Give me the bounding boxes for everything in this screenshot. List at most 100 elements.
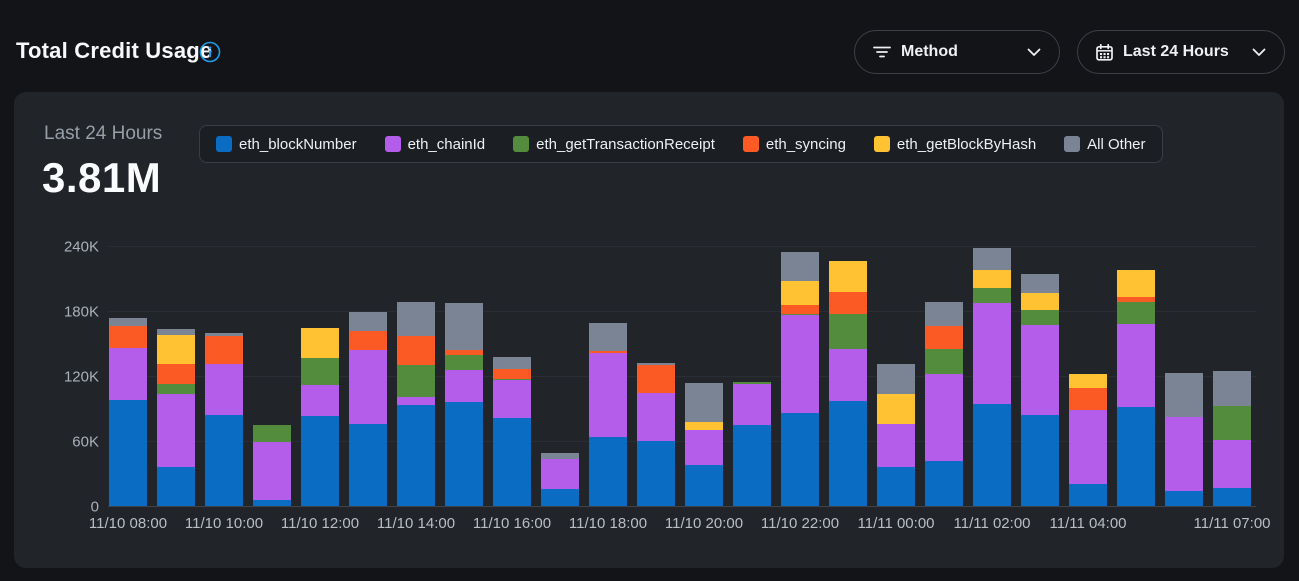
bar-segment-eth_chainId[interactable] bbox=[1021, 325, 1059, 415]
bar-segment-eth_blockNumber[interactable] bbox=[1213, 487, 1251, 506]
bar-segment-All Other[interactable] bbox=[445, 303, 483, 351]
bar-segment-eth_blockNumber[interactable] bbox=[301, 416, 339, 506]
bar-segment-eth_chainId[interactable] bbox=[925, 373, 963, 461]
bar-11-10-15-00[interactable] bbox=[445, 303, 483, 506]
bar-segment-All Other[interactable] bbox=[1021, 274, 1059, 293]
bar-segment-All Other[interactable] bbox=[349, 312, 387, 331]
bar-11-10-16-00[interactable] bbox=[493, 357, 531, 506]
legend-item-All Other[interactable]: All Other bbox=[1064, 136, 1146, 153]
bar-11-11-03-00[interactable] bbox=[1021, 274, 1059, 506]
bar-segment-All Other[interactable] bbox=[205, 332, 243, 336]
bar-segment-eth_syncing[interactable] bbox=[109, 326, 147, 348]
bar-segment-eth_blockNumber[interactable] bbox=[637, 441, 675, 506]
bar-segment-eth_getTransactionReceipt[interactable] bbox=[1213, 406, 1251, 440]
bar-segment-eth_chainId[interactable] bbox=[1213, 439, 1251, 488]
legend-item-eth_syncing[interactable]: eth_syncing bbox=[742, 136, 846, 153]
bar-segment-All Other[interactable] bbox=[685, 382, 723, 422]
time-range-dropdown[interactable]: Last 24 Hours bbox=[1077, 30, 1285, 74]
bar-11-11-06-00[interactable] bbox=[1165, 372, 1203, 506]
bar-segment-eth_getTransactionReceipt[interactable] bbox=[397, 365, 435, 397]
bar-segment-All Other[interactable] bbox=[877, 364, 915, 395]
info-icon[interactable] bbox=[199, 41, 221, 63]
bar-segment-eth_chainId[interactable] bbox=[349, 350, 387, 424]
bar-segment-eth_blockNumber[interactable] bbox=[205, 415, 243, 506]
bar-segment-All Other[interactable] bbox=[1165, 372, 1203, 418]
bar-segment-eth_syncing[interactable] bbox=[349, 330, 387, 351]
bar-segment-eth_chainId[interactable] bbox=[445, 369, 483, 402]
bar-segment-eth_getTransactionReceipt[interactable] bbox=[829, 314, 867, 349]
bar-segment-eth_chainId[interactable] bbox=[877, 423, 915, 467]
bar-11-11-05-00[interactable] bbox=[1117, 269, 1155, 506]
bar-segment-eth_blockNumber[interactable] bbox=[1069, 484, 1107, 506]
bar-segment-eth_blockNumber[interactable] bbox=[493, 418, 531, 506]
bar-segment-eth_chainId[interactable] bbox=[205, 364, 243, 415]
bar-segment-eth_getBlockByHash[interactable] bbox=[1021, 292, 1059, 310]
bar-segment-eth_getBlockByHash[interactable] bbox=[685, 421, 723, 431]
bar-segment-All Other[interactable] bbox=[589, 322, 627, 352]
bar-segment-eth_getBlockByHash[interactable] bbox=[157, 334, 195, 365]
bar-11-10-20-00[interactable] bbox=[685, 382, 723, 506]
bar-segment-eth_blockNumber[interactable] bbox=[541, 488, 579, 506]
bar-segment-eth_getBlockByHash[interactable] bbox=[1117, 269, 1155, 297]
bar-segment-eth_chainId[interactable] bbox=[493, 380, 531, 419]
legend-item-eth_getTransactionReceipt[interactable]: eth_getTransactionReceipt bbox=[513, 136, 715, 153]
bar-segment-eth_chainId[interactable] bbox=[1117, 324, 1155, 408]
bar-segment-All Other[interactable] bbox=[637, 363, 675, 366]
bar-segment-All Other[interactable] bbox=[397, 302, 435, 336]
bar-segment-eth_getTransactionReceipt[interactable] bbox=[733, 381, 771, 384]
bar-segment-eth_syncing[interactable] bbox=[829, 291, 867, 315]
legend-item-eth_chainId[interactable]: eth_chainId bbox=[384, 136, 485, 153]
bar-11-10-18-00[interactable] bbox=[589, 322, 627, 506]
bar-segment-eth_getBlockByHash[interactable] bbox=[301, 328, 339, 358]
bar-segment-eth_syncing[interactable] bbox=[493, 368, 531, 379]
bar-segment-eth_chainId[interactable] bbox=[589, 353, 627, 437]
bar-11-10-23-00[interactable] bbox=[829, 261, 867, 506]
bar-segment-eth_chainId[interactable] bbox=[829, 348, 867, 401]
bar-segment-eth_blockNumber[interactable] bbox=[349, 423, 387, 506]
legend-item-eth_getBlockByHash[interactable]: eth_getBlockByHash bbox=[873, 136, 1036, 153]
bar-11-10-22-00[interactable] bbox=[781, 251, 819, 506]
bar-segment-eth_blockNumber[interactable] bbox=[781, 412, 819, 506]
bar-segment-eth_blockNumber[interactable] bbox=[157, 467, 195, 506]
bar-segment-eth_getBlockByHash[interactable] bbox=[1069, 373, 1107, 388]
bar-segment-eth_chainId[interactable] bbox=[973, 303, 1011, 405]
bar-segment-eth_blockNumber[interactable] bbox=[109, 399, 147, 506]
bar-segment-eth_getTransactionReceipt[interactable] bbox=[1021, 309, 1059, 326]
bar-segment-eth_syncing[interactable] bbox=[205, 335, 243, 365]
bar-segment-eth_blockNumber[interactable] bbox=[397, 405, 435, 506]
bar-segment-eth_blockNumber[interactable] bbox=[253, 499, 291, 506]
bar-segment-eth_syncing[interactable] bbox=[397, 335, 435, 366]
bar-segment-eth_getTransactionReceipt[interactable] bbox=[493, 378, 531, 381]
bar-segment-eth_chainId[interactable] bbox=[1165, 417, 1203, 491]
bar-segment-eth_syncing[interactable] bbox=[781, 305, 819, 314]
bar-segment-eth_chainId[interactable] bbox=[685, 430, 723, 465]
bar-11-10-10-00[interactable] bbox=[205, 332, 243, 506]
bar-segment-eth_syncing[interactable] bbox=[637, 365, 675, 394]
bar-segment-All Other[interactable] bbox=[925, 302, 963, 327]
bar-segment-eth_blockNumber[interactable] bbox=[1117, 407, 1155, 506]
bar-segment-All Other[interactable] bbox=[541, 452, 579, 460]
bar-segment-eth_syncing[interactable] bbox=[445, 350, 483, 356]
bar-segment-eth_getBlockByHash[interactable] bbox=[973, 269, 1011, 289]
bar-segment-All Other[interactable] bbox=[1213, 370, 1251, 407]
bar-segment-eth_getBlockByHash[interactable] bbox=[829, 261, 867, 292]
bar-segment-All Other[interactable] bbox=[973, 248, 1011, 270]
method-filter-dropdown[interactable]: Method bbox=[854, 30, 1060, 74]
bar-segment-eth_chainId[interactable] bbox=[1069, 409, 1107, 485]
bar-11-10-17-00[interactable] bbox=[541, 452, 579, 506]
bar-segment-eth_chainId[interactable] bbox=[157, 394, 195, 467]
bar-11-10-12-00[interactable] bbox=[301, 328, 339, 506]
bar-segment-eth_getTransactionReceipt[interactable] bbox=[925, 348, 963, 374]
bar-segment-eth_syncing[interactable] bbox=[157, 364, 195, 384]
bar-segment-eth_chainId[interactable] bbox=[637, 393, 675, 441]
bar-11-10-08-00[interactable] bbox=[109, 317, 147, 506]
bar-segment-eth_getBlockByHash[interactable] bbox=[877, 394, 915, 424]
bar-segment-eth_blockNumber[interactable] bbox=[1021, 415, 1059, 506]
legend-item-eth_blockNumber[interactable]: eth_blockNumber bbox=[216, 136, 357, 153]
bar-segment-eth_blockNumber[interactable] bbox=[829, 400, 867, 506]
bar-segment-eth_blockNumber[interactable] bbox=[589, 436, 627, 506]
bar-segment-eth_getTransactionReceipt[interactable] bbox=[781, 313, 819, 316]
bar-segment-eth_syncing[interactable] bbox=[1117, 296, 1155, 303]
bar-segment-eth_getTransactionReceipt[interactable] bbox=[301, 357, 339, 385]
bar-segment-eth_blockNumber[interactable] bbox=[733, 424, 771, 506]
